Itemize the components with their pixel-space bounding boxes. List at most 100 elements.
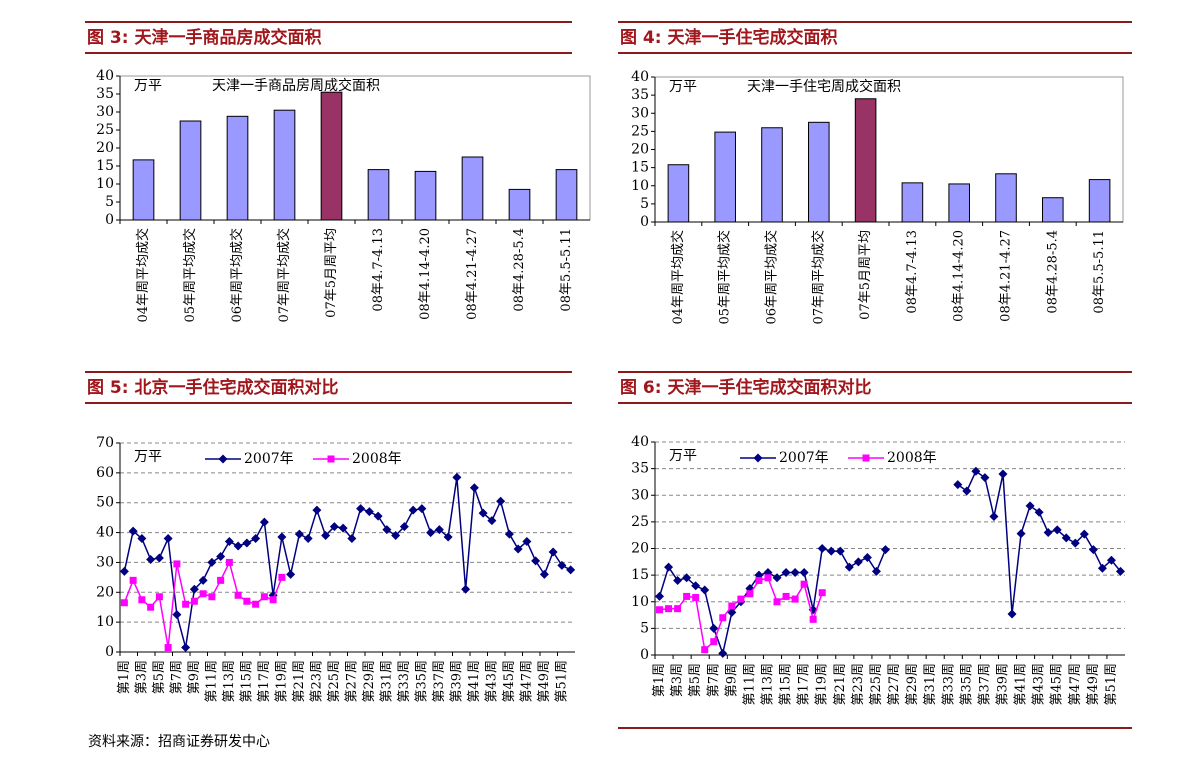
series-line xyxy=(957,470,1122,615)
y-tick-label: 30 xyxy=(631,105,649,121)
marker-diamond xyxy=(391,531,401,541)
x-tick-label: 第1周 xyxy=(117,660,132,694)
marker-square xyxy=(164,644,172,652)
bar xyxy=(854,98,877,223)
marker-diamond xyxy=(871,566,881,576)
marker-diamond xyxy=(1052,525,1062,535)
marker-diamond xyxy=(1061,533,1071,543)
marker-square xyxy=(234,591,242,599)
marker-diamond xyxy=(1034,507,1044,517)
chart-title: 图 4: 天津一手住宅成交面积 xyxy=(620,27,837,48)
marker-diamond xyxy=(198,575,208,585)
series-label: 天津一手商品房周成交面积 xyxy=(212,77,380,94)
marker-square xyxy=(260,593,268,601)
marker-diamond xyxy=(826,546,836,556)
x-tick-label: 第45周 xyxy=(1050,663,1065,706)
marker-square xyxy=(683,592,691,600)
y-tick-label: 10 xyxy=(631,178,649,194)
y-unit: 万平 xyxy=(134,78,162,94)
marker-diamond xyxy=(461,584,471,594)
y-unit: 万平 xyxy=(669,448,697,464)
marker-square xyxy=(278,573,286,581)
bar xyxy=(901,182,924,223)
bar xyxy=(179,120,202,221)
marker-diamond xyxy=(557,560,567,570)
x-tick-label: 第43周 xyxy=(484,660,499,703)
marker-square xyxy=(190,597,198,605)
marker-diamond xyxy=(531,556,541,566)
y-tick-label: 0 xyxy=(105,212,114,228)
x-tick-label: 08年4.28-5.4 xyxy=(512,228,527,312)
marker-diamond xyxy=(709,623,719,633)
x-tick-label: 05年周平均成交 xyxy=(182,228,198,323)
y-tick-label: 70 xyxy=(96,435,114,451)
x-tick-label: 第41周 xyxy=(467,660,482,703)
marker-diamond xyxy=(504,529,514,539)
y-tick-label: 15 xyxy=(631,160,649,176)
marker-diamond xyxy=(1025,501,1035,511)
marker-square xyxy=(138,596,146,604)
y-tick-label: 35 xyxy=(631,87,649,103)
marker-square xyxy=(782,592,790,600)
marker-square xyxy=(737,595,745,603)
marker-diamond xyxy=(172,610,182,620)
marker-diamond xyxy=(417,504,427,514)
x-tick-label: 07年5月周平均 xyxy=(324,228,339,318)
y-tick-label: 35 xyxy=(631,461,649,477)
marker-diamond xyxy=(347,534,357,544)
y-tick-label: 30 xyxy=(96,554,114,570)
marker-diamond xyxy=(880,545,890,555)
marker-square xyxy=(182,600,190,608)
marker-square xyxy=(208,593,216,601)
marker-square xyxy=(728,602,736,610)
marker-diamond xyxy=(329,522,339,532)
marker-square xyxy=(800,580,808,588)
x-tick-label: 07年周平均成交 xyxy=(810,230,826,325)
marker-square xyxy=(791,595,799,603)
x-tick-label: 第43周 xyxy=(1032,663,1047,706)
x-tick-label: 08年4.14-4.20 xyxy=(952,230,967,322)
marker-diamond xyxy=(189,584,199,594)
y-tick-label: 25 xyxy=(96,122,114,138)
marker-square xyxy=(719,614,727,622)
y-tick-label: 30 xyxy=(631,487,649,503)
marker-diamond xyxy=(224,537,234,547)
marker-diamond xyxy=(382,525,392,535)
x-tick-label: 第39周 xyxy=(995,663,1010,706)
y-tick-label: 5 xyxy=(105,194,114,210)
marker-square xyxy=(225,558,233,566)
x-tick-label: 第21周 xyxy=(292,660,307,703)
marker-square xyxy=(243,597,251,605)
series-line xyxy=(659,576,823,652)
y-tick-label: 15 xyxy=(631,567,649,583)
y-tick-label: 0 xyxy=(640,647,649,663)
x-tick-label: 第49周 xyxy=(1086,663,1101,706)
marker-diamond xyxy=(700,585,710,595)
marker-diamond xyxy=(753,453,763,463)
marker-diamond xyxy=(566,565,576,575)
marker-square xyxy=(746,590,754,598)
y-tick-label: 0 xyxy=(105,644,114,660)
marker-diamond xyxy=(835,546,845,556)
marker-square xyxy=(701,646,709,654)
marker-diamond xyxy=(364,507,374,517)
marker-diamond xyxy=(1016,529,1026,539)
chart-title: 图 6: 天津一手住宅成交面积对比 xyxy=(620,377,871,398)
legend-label: 2007年 xyxy=(779,450,829,466)
marker-diamond xyxy=(233,541,243,551)
bar xyxy=(761,127,783,223)
series-label: 天津一手住宅周成交面积 xyxy=(747,78,901,95)
x-tick-label: 第27周 xyxy=(887,663,902,706)
marker-square xyxy=(862,454,870,462)
y-tick-label: 5 xyxy=(640,196,649,212)
x-tick-label: 第21周 xyxy=(833,663,848,706)
marker-diamond xyxy=(853,557,863,567)
marker-diamond xyxy=(513,544,523,554)
chart-title: 图 5: 北京一手住宅成交面积对比 xyxy=(87,377,338,398)
chart-title: 图 3: 天津一手商品房成交面积 xyxy=(87,27,321,48)
x-tick-label: 第23周 xyxy=(851,663,866,706)
marker-diamond xyxy=(799,567,809,577)
x-tick-label: 第47周 xyxy=(519,660,534,703)
x-tick-label: 第19周 xyxy=(815,663,830,706)
marker-diamond xyxy=(844,562,854,572)
